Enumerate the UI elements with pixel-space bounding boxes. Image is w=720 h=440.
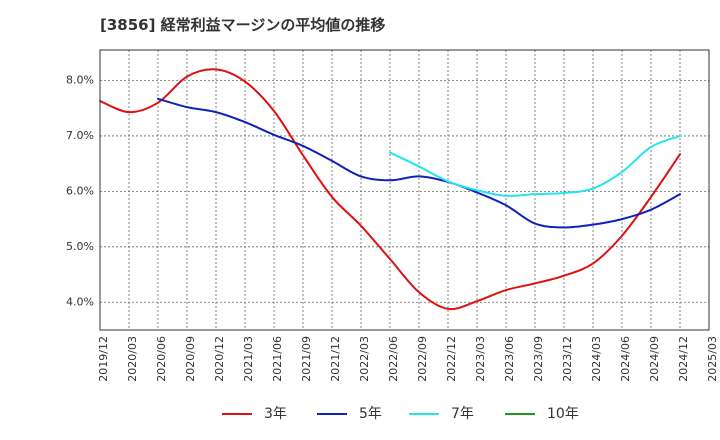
x-tick-label: 2023/12 [561, 336, 574, 382]
series-line-2 [389, 134, 681, 197]
x-tick-label: 2023/06 [503, 336, 516, 382]
grid-layer [100, 50, 709, 330]
x-tick-label: 2019/12 [97, 336, 110, 382]
x-tick-label: 2022/09 [416, 336, 429, 382]
plot-area [100, 50, 709, 330]
legend-label: 10年 [547, 406, 579, 422]
x-tick-label: 2024/12 [677, 336, 690, 382]
y-tick-label: 6.0% [66, 184, 94, 197]
y-tick-label: 8.0% [66, 73, 94, 86]
x-tick-label: 2023/03 [474, 336, 487, 382]
x-tick-label: 2022/03 [358, 336, 371, 382]
legend: 3年 5年 7年 10年 [222, 406, 579, 422]
series-line-0 [99, 68, 681, 311]
x-tick-label: 2024/06 [619, 336, 632, 382]
x-tick-label: 2022/12 [445, 336, 458, 382]
y-tick-label: 4.0% [66, 295, 94, 308]
series-layer [99, 68, 681, 311]
x-tick-label: 2023/09 [532, 336, 545, 382]
x-tick-label: 2020/03 [126, 336, 139, 382]
series-line-1 [157, 97, 681, 229]
x-tick-label: 2022/06 [387, 336, 400, 382]
legend-label: 5年 [359, 406, 382, 422]
x-tick-label: 2021/12 [329, 336, 342, 382]
legend-label: 3年 [264, 406, 287, 422]
x-tick-label: 2020/06 [155, 336, 168, 382]
x-tick-label: 2021/06 [271, 336, 284, 382]
x-tick-label: 2020/12 [213, 336, 226, 382]
x-tick-label: 2021/09 [300, 336, 313, 382]
x-tick-label: 2020/09 [184, 336, 197, 382]
plot-border [99, 49, 710, 331]
legend-label: 7年 [451, 406, 474, 422]
tick-layer: 2019/12 2020/03 2020/06 2020/09 2020/12 2021/… [66, 73, 719, 381]
x-tick-label: 2025/03 [706, 336, 719, 382]
y-tick-label: 7.0% [66, 129, 94, 142]
x-tick-label: 2024/03 [590, 336, 603, 382]
y-tick-label: 5.0% [66, 240, 94, 253]
x-tick-label: 2024/09 [648, 336, 661, 382]
chart-title: [3856] 経常利益マージンの平均値の推移 [100, 16, 386, 34]
x-tick-label: 2021/03 [242, 336, 255, 382]
